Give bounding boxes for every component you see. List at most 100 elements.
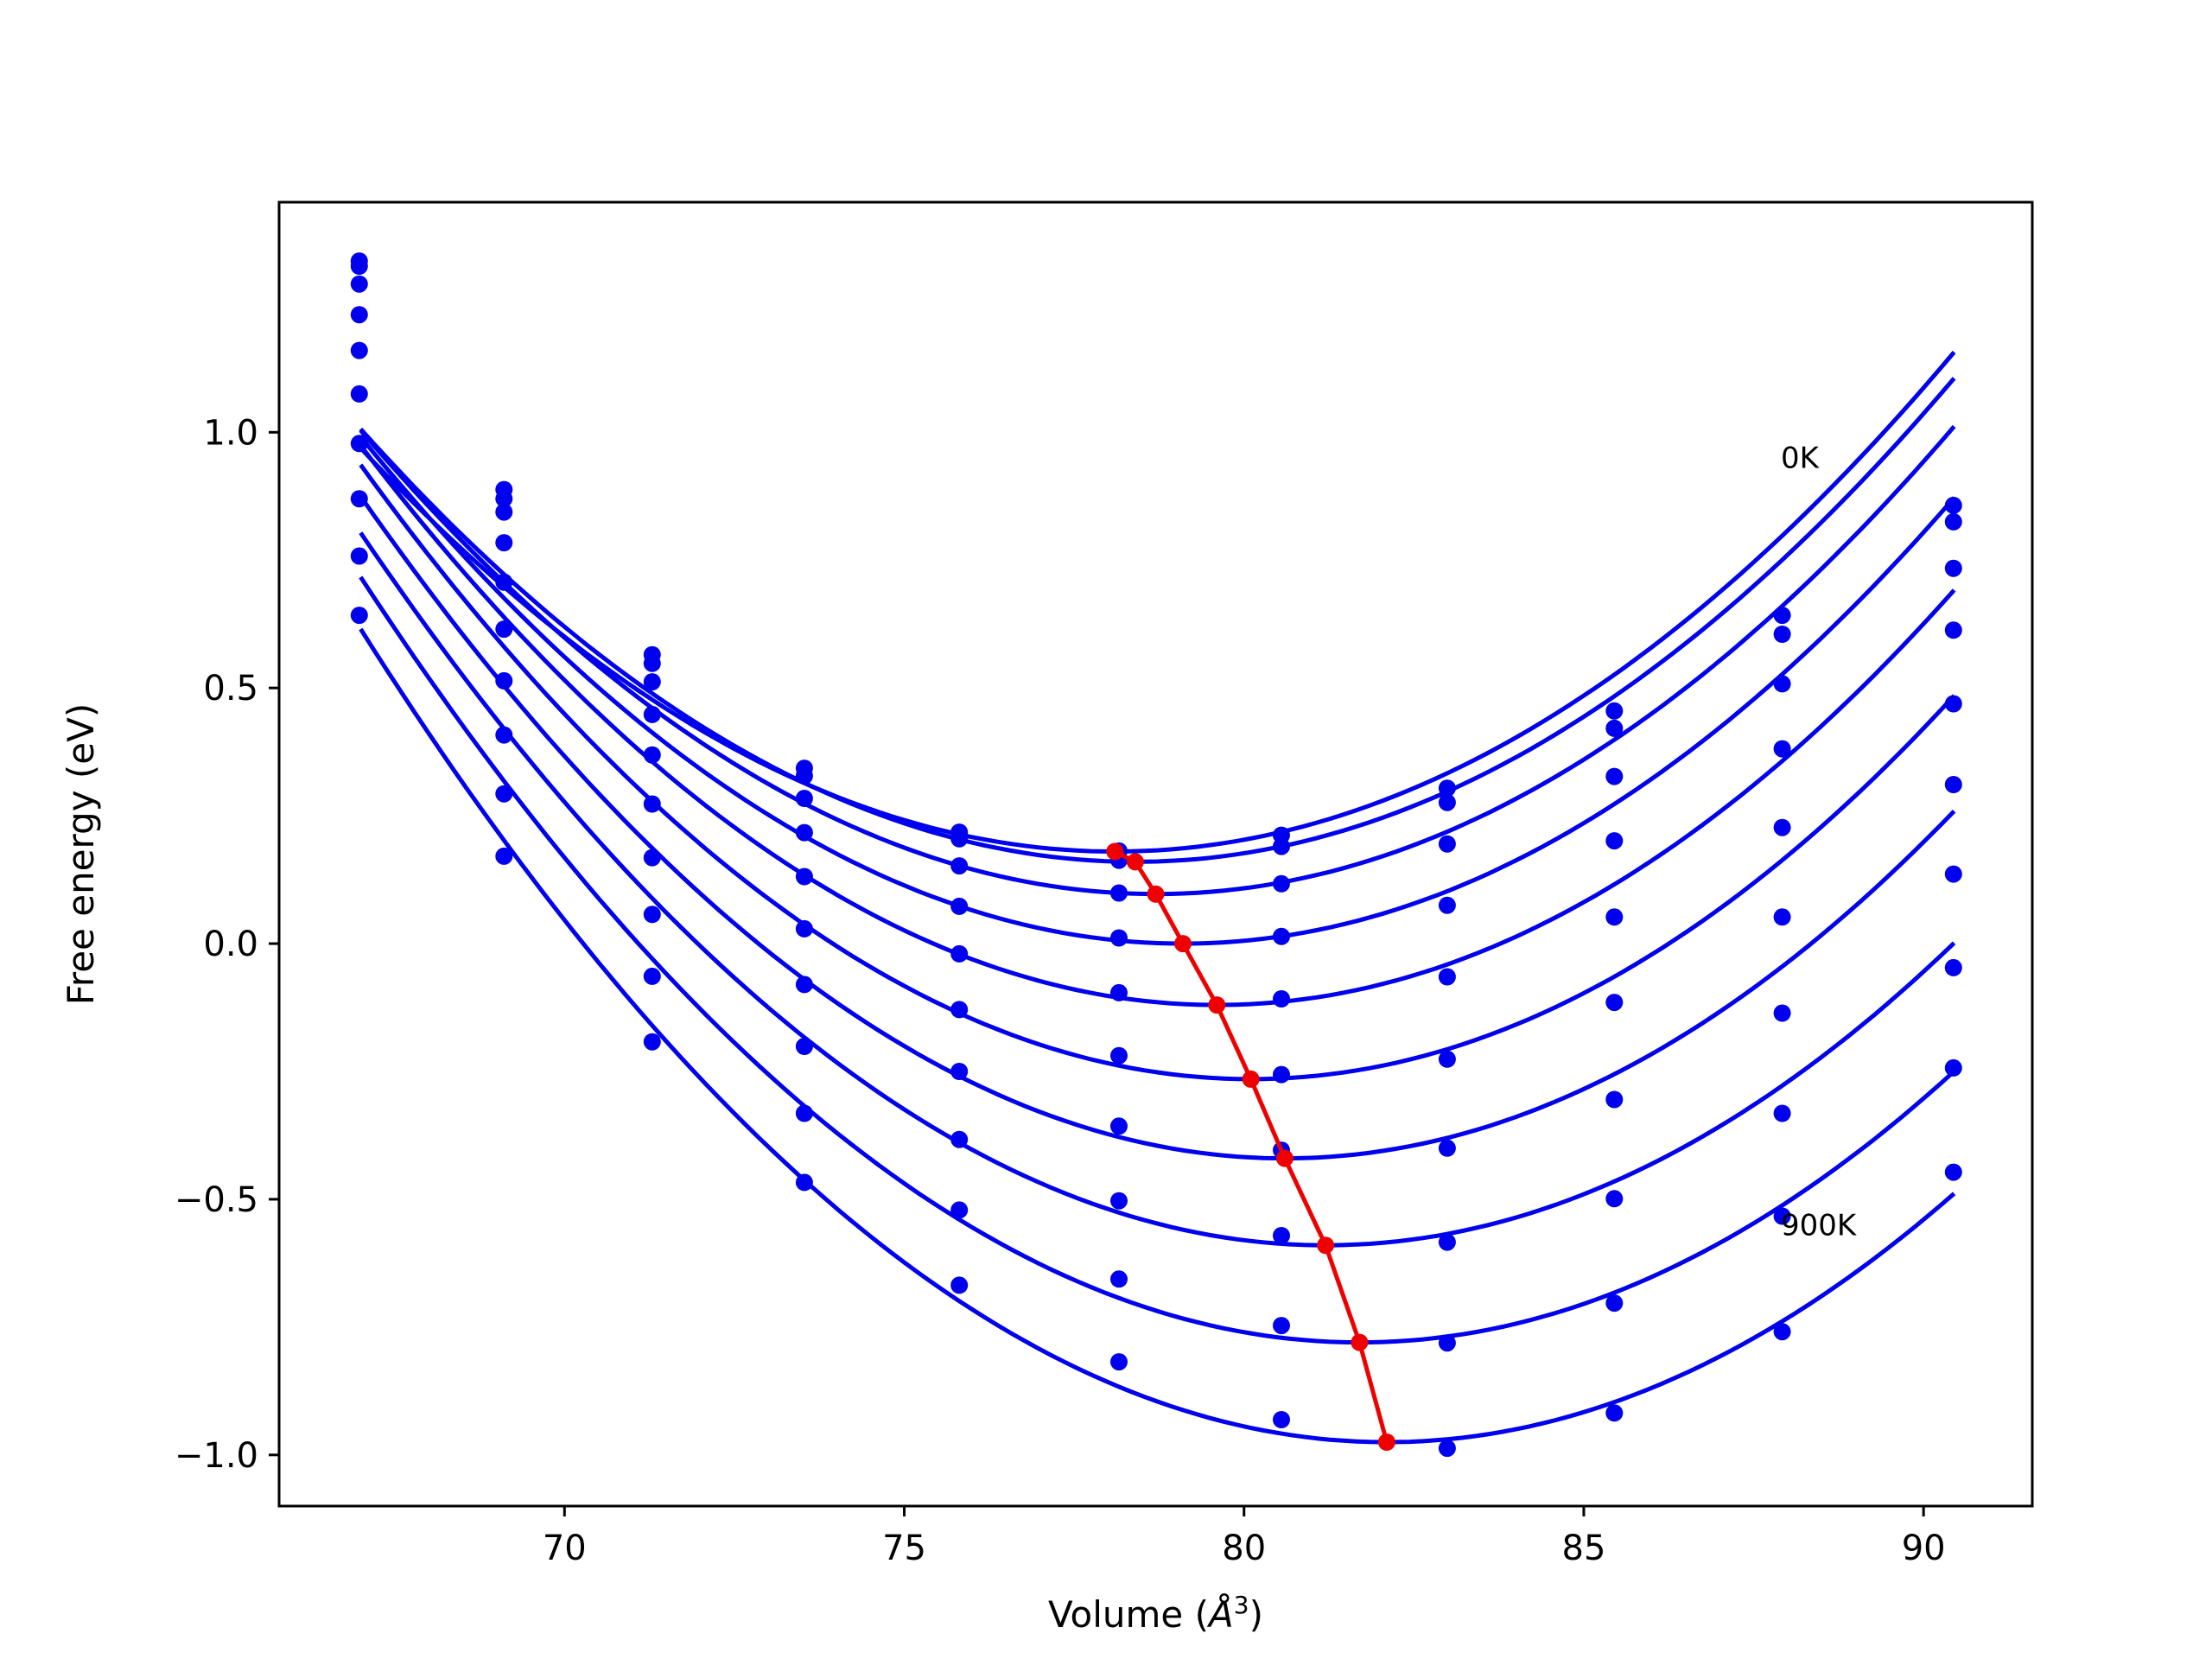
data-point-900K [1110, 1353, 1128, 1371]
data-point-700K [495, 726, 513, 744]
x-tick-label: 70 [543, 1529, 587, 1568]
data-point-600K [795, 976, 813, 994]
data-point-500K [1773, 908, 1791, 926]
data-point-500K [1944, 776, 1962, 793]
minima-point [1106, 842, 1124, 861]
x-tick-label: 80 [1222, 1529, 1266, 1568]
data-point-800K [495, 785, 513, 803]
data-point-0K [1605, 702, 1624, 720]
data-point-400K [1773, 818, 1791, 836]
data-point-400K [795, 868, 813, 886]
minima-point [1208, 996, 1226, 1014]
data-point-900K [643, 1033, 661, 1051]
data-point-500K [643, 795, 661, 813]
minima-point [1351, 1333, 1369, 1351]
data-point-700K [1944, 958, 1962, 976]
data-point-300K [1273, 927, 1290, 945]
data-point-100K [350, 257, 368, 275]
data-point-900K [1273, 1411, 1290, 1428]
data-point-500K [795, 919, 813, 938]
data-point-100K [643, 654, 661, 672]
data-point-400K [1605, 908, 1624, 926]
minima-point [1126, 853, 1144, 871]
data-point-600K [1110, 1117, 1128, 1135]
fit-curve-100K [359, 377, 1956, 864]
x-axis-label: Volume (Å3) [1048, 1591, 1263, 1636]
data-point-400K [950, 944, 969, 963]
data-point-500K [1273, 1065, 1290, 1084]
data-point-700K [1273, 1227, 1290, 1244]
data-point-200K [350, 275, 368, 293]
data-point-400K [1273, 990, 1290, 1007]
data-point-900K [495, 847, 513, 865]
data-point-200K [495, 503, 513, 521]
data-point-0K [1773, 607, 1791, 625]
data-point-700K [1110, 1192, 1128, 1210]
x-tick-label: 75 [882, 1529, 926, 1568]
data-point-700K [795, 1038, 813, 1055]
data-point-600K [1944, 865, 1962, 883]
data-point-800K [1605, 1294, 1624, 1313]
curve-annotation: 0K [1781, 442, 1821, 476]
data-point-100K [495, 490, 513, 508]
data-point-800K [1773, 1207, 1791, 1225]
data-point-800K [643, 967, 661, 985]
data-point-100K [1605, 719, 1624, 737]
data-point-700K [350, 490, 368, 508]
data-point-300K [1110, 929, 1128, 947]
data-point-100K [1273, 837, 1290, 855]
data-point-900K [795, 1173, 813, 1192]
minima-point [1174, 935, 1192, 953]
y-tick-label: 0.5 [203, 669, 258, 709]
data-point-100K [1438, 793, 1456, 811]
data-point-800K [1273, 1317, 1290, 1335]
fit-curve-700K [359, 531, 1956, 1248]
data-point-100K [795, 767, 813, 785]
data-point-300K [643, 705, 661, 723]
data-point-800K [795, 1104, 813, 1122]
data-point-900K [1773, 1323, 1791, 1341]
y-tick-label: −1.0 [175, 1436, 258, 1476]
data-point-600K [950, 1063, 969, 1080]
data-point-200K [1944, 559, 1962, 577]
y-axis-label: Free energy (eV) [60, 703, 102, 1006]
y-tick-label: −0.5 [175, 1180, 258, 1220]
data-point-800K [1438, 1334, 1456, 1352]
data-point-600K [350, 435, 368, 453]
data-point-700K [950, 1130, 969, 1148]
fit-curve-800K [359, 575, 1956, 1345]
data-point-900K [950, 1276, 969, 1294]
data-point-0K [1944, 496, 1962, 514]
data-point-700K [643, 906, 661, 924]
data-point-600K [1773, 1004, 1791, 1022]
minima-point [1147, 885, 1165, 903]
data-point-200K [1773, 675, 1791, 693]
fit-curve-200K [359, 424, 1956, 897]
data-point-200K [1110, 884, 1128, 902]
minima-point [1377, 1433, 1395, 1451]
data-point-500K [350, 385, 368, 403]
data-point-800K [1944, 1058, 1962, 1077]
data-point-400K [643, 746, 661, 764]
data-point-600K [1605, 1090, 1624, 1109]
curve-annotation: 900K [1781, 1208, 1858, 1243]
data-point-300K [950, 897, 969, 915]
data-point-700K [1773, 1104, 1791, 1122]
data-point-500K [1438, 1050, 1456, 1068]
data-point-300K [795, 823, 813, 842]
x-tick-label: 85 [1562, 1529, 1606, 1568]
plot-area [350, 252, 1962, 1458]
data-point-600K [1438, 1139, 1456, 1157]
data-point-600K [495, 671, 513, 690]
x-tick-label: 90 [1902, 1529, 1946, 1568]
data-point-500K [495, 620, 513, 639]
y-tick-label: 0.0 [203, 925, 258, 964]
data-point-200K [1273, 874, 1290, 893]
data-point-200K [1438, 835, 1456, 853]
data-point-800K [1110, 1270, 1128, 1288]
data-point-300K [350, 306, 368, 324]
fit-curve-300K [359, 435, 1956, 946]
data-point-900K [1438, 1440, 1456, 1458]
data-point-400K [1110, 983, 1128, 1001]
